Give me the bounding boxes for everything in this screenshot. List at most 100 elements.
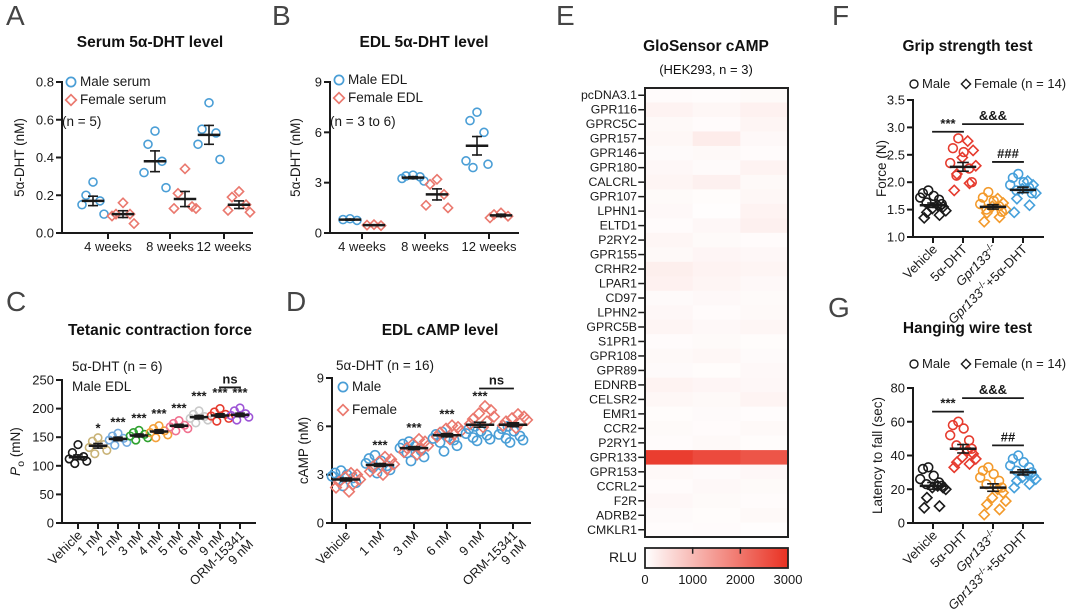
- data-point: [953, 416, 964, 427]
- heat-cell: [740, 131, 789, 147]
- data-point: [1013, 450, 1024, 461]
- y-axis-label: 5α-DHT (nM): [288, 118, 303, 197]
- y-tick-label: 0.0: [36, 226, 54, 241]
- panel-title-b: EDL 5α-DHT level: [359, 34, 489, 51]
- data-point: [65, 76, 77, 88]
- sig-label: ***: [472, 389, 488, 404]
- heat-cell: [645, 319, 694, 335]
- data-point: [191, 418, 201, 428]
- heat-cell: [692, 174, 741, 190]
- y-tick-label: 6: [317, 419, 324, 434]
- heat-cell: [692, 522, 741, 538]
- data-point: [244, 206, 256, 218]
- legend-note: (n = 3 to 6): [330, 114, 396, 129]
- data-points: [326, 399, 534, 499]
- row-label: CMKLR1: [587, 523, 637, 537]
- row-label: pcDNA3.1: [581, 88, 637, 102]
- x-category-label: 4 weeks: [84, 239, 132, 254]
- row-label: GPRC5C: [586, 117, 637, 131]
- heat-cell: [740, 189, 789, 205]
- sig-label: ###: [997, 146, 1019, 161]
- y-tick-label: 0: [898, 516, 905, 531]
- x-category-label: 6 nM: [423, 528, 454, 559]
- y-axis-label: Latency to fall (sec): [870, 397, 885, 514]
- heat-cell: [692, 305, 741, 321]
- sig-label: ***: [372, 438, 388, 453]
- y-axis-label: Po (mN): [8, 427, 27, 476]
- heat-cell: [740, 493, 789, 509]
- data-point: [909, 79, 919, 89]
- y-tick-label: 40: [891, 448, 905, 463]
- x-labels: 4 weeks 8 weeks 12 weeks: [84, 232, 252, 254]
- data-point: [143, 139, 153, 150]
- sig-label: ns: [489, 372, 504, 387]
- data-point: [966, 447, 980, 461]
- heat-cell: [740, 348, 789, 364]
- axes: 0 3 6 9 cAMP (nM): [296, 371, 531, 531]
- heat-cell: [740, 319, 789, 335]
- heat-cell: [645, 276, 694, 292]
- data-point: [117, 197, 129, 209]
- y-tick-label: 0.4: [36, 150, 54, 165]
- data-points: [914, 416, 1042, 521]
- data-point: [918, 501, 931, 515]
- heat-cell: [692, 450, 741, 466]
- data-point: [988, 468, 999, 480]
- y-axis-label: 5α-DHT (nM): [12, 118, 27, 197]
- y-tick-label: 20: [891, 482, 905, 497]
- heat-cell: [645, 348, 694, 364]
- data-point: [468, 162, 478, 173]
- heat-cell: [740, 174, 789, 190]
- data-point: [975, 472, 986, 483]
- legend: Male Female (n = 14): [909, 76, 1066, 91]
- data-point: [923, 185, 934, 196]
- colorbar-tick-label: 2000: [726, 572, 755, 587]
- data-point: [168, 202, 180, 215]
- data-point: [956, 151, 969, 164]
- data-point: [479, 127, 489, 138]
- x-category-label: 4 weeks: [338, 239, 386, 254]
- data-point: [424, 178, 436, 191]
- data-point: [993, 211, 1006, 224]
- chart-hanging-wire: 0 20 40 60 80 Latency to fall (sec) Vehicle5α-…: [870, 356, 1066, 613]
- row-label: CALCRL: [588, 175, 637, 189]
- data-point: [211, 128, 221, 138]
- heat-cell: [645, 247, 694, 263]
- y-tick-label: 0.6: [36, 112, 54, 127]
- row-label: CRHR2: [595, 262, 638, 276]
- data-point: [1007, 453, 1019, 465]
- sig-label: ***: [940, 396, 956, 411]
- heat-cell: [692, 421, 741, 437]
- panel-title-g: Hanging wire test: [902, 320, 1033, 337]
- panel-letter-b: B: [272, 0, 291, 31]
- legend-label: Male: [352, 379, 381, 394]
- data-point: [438, 445, 450, 457]
- sig-label: ***: [151, 406, 167, 421]
- data-point: [139, 167, 149, 178]
- data-point: [378, 450, 392, 464]
- heat-cell: [645, 203, 694, 219]
- heat-cell: [645, 232, 694, 248]
- legend-label: Female (n = 14): [974, 356, 1066, 371]
- data-point: [338, 470, 352, 484]
- data-point: [431, 173, 443, 186]
- x-category-label: Vehicle: [313, 528, 353, 568]
- data-point: [948, 461, 961, 474]
- data-point: [90, 449, 100, 459]
- x-category-label: 1 nM: [356, 528, 387, 559]
- data-point: [70, 458, 80, 469]
- data-point: [190, 202, 202, 215]
- heat-cell: [645, 450, 694, 466]
- row-label: GPR157: [590, 132, 637, 146]
- data-points: [914, 133, 1042, 228]
- annotation: 5α-DHT (n = 6): [72, 359, 162, 374]
- heat-cell: [645, 464, 694, 480]
- sig-label: &&&: [979, 382, 1007, 397]
- axes: 0.0 0.2 0.4 0.6 0.8 5α-DHT (nM): [12, 75, 253, 241]
- data-point: [240, 198, 252, 211]
- heat-cell: [645, 435, 694, 451]
- axes: 0 20 40 60 80 Latency to fall (sec): [870, 381, 1044, 531]
